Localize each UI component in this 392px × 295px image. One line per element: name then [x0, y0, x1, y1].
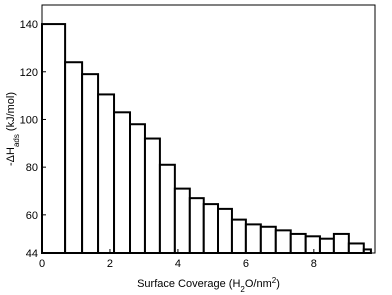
y-label-subscript: ads [12, 134, 21, 147]
bar [274, 229, 292, 255]
bar [217, 207, 233, 254]
bar [318, 237, 335, 254]
y-label-text: -ΔH [5, 147, 17, 166]
bar [347, 242, 365, 254]
bar [289, 232, 307, 255]
x-label-subscript: 2 [240, 285, 245, 294]
x-label-subscript: 2 [272, 276, 277, 285]
y-tick-label: 60 [26, 210, 38, 222]
x-axis-label: Surface Coverage (H2O/nm2) [137, 276, 280, 294]
y-tick-label: 44 [26, 248, 38, 260]
y-tick-label: 80 [26, 162, 38, 174]
x-label-text: Surface Coverage (H [137, 278, 240, 290]
bar [188, 197, 205, 254]
bar [97, 93, 116, 254]
y-tick-label: 140 [20, 19, 38, 31]
bar [81, 73, 100, 255]
bar [64, 61, 84, 254]
x-label-text: ) [276, 278, 280, 290]
y-label-text: (kJ/mol) [5, 92, 17, 134]
bar [129, 123, 146, 254]
plot-frame [41, 4, 376, 254]
x-tick-label: 6 [243, 258, 249, 270]
x-tick-label: 0 [39, 258, 45, 270]
bar [158, 163, 176, 254]
x-label-text: O/nm [245, 278, 272, 290]
y-axis-label: -ΔHads (kJ/mol) [5, 92, 21, 166]
bar [41, 23, 67, 255]
x-tick-label: 8 [311, 258, 317, 270]
y-tick-label: 100 [20, 114, 38, 126]
bar [202, 203, 220, 255]
x-tick-label: 4 [175, 258, 181, 270]
bar [362, 248, 372, 255]
bar [113, 111, 132, 254]
y-tick-label: 120 [20, 67, 38, 79]
bar [173, 187, 191, 254]
x-tick-label: 2 [107, 258, 113, 270]
bar [143, 137, 161, 255]
bar [244, 223, 262, 254]
bar [304, 235, 321, 255]
bar [230, 218, 247, 255]
bar [332, 232, 350, 255]
bar [259, 225, 277, 254]
